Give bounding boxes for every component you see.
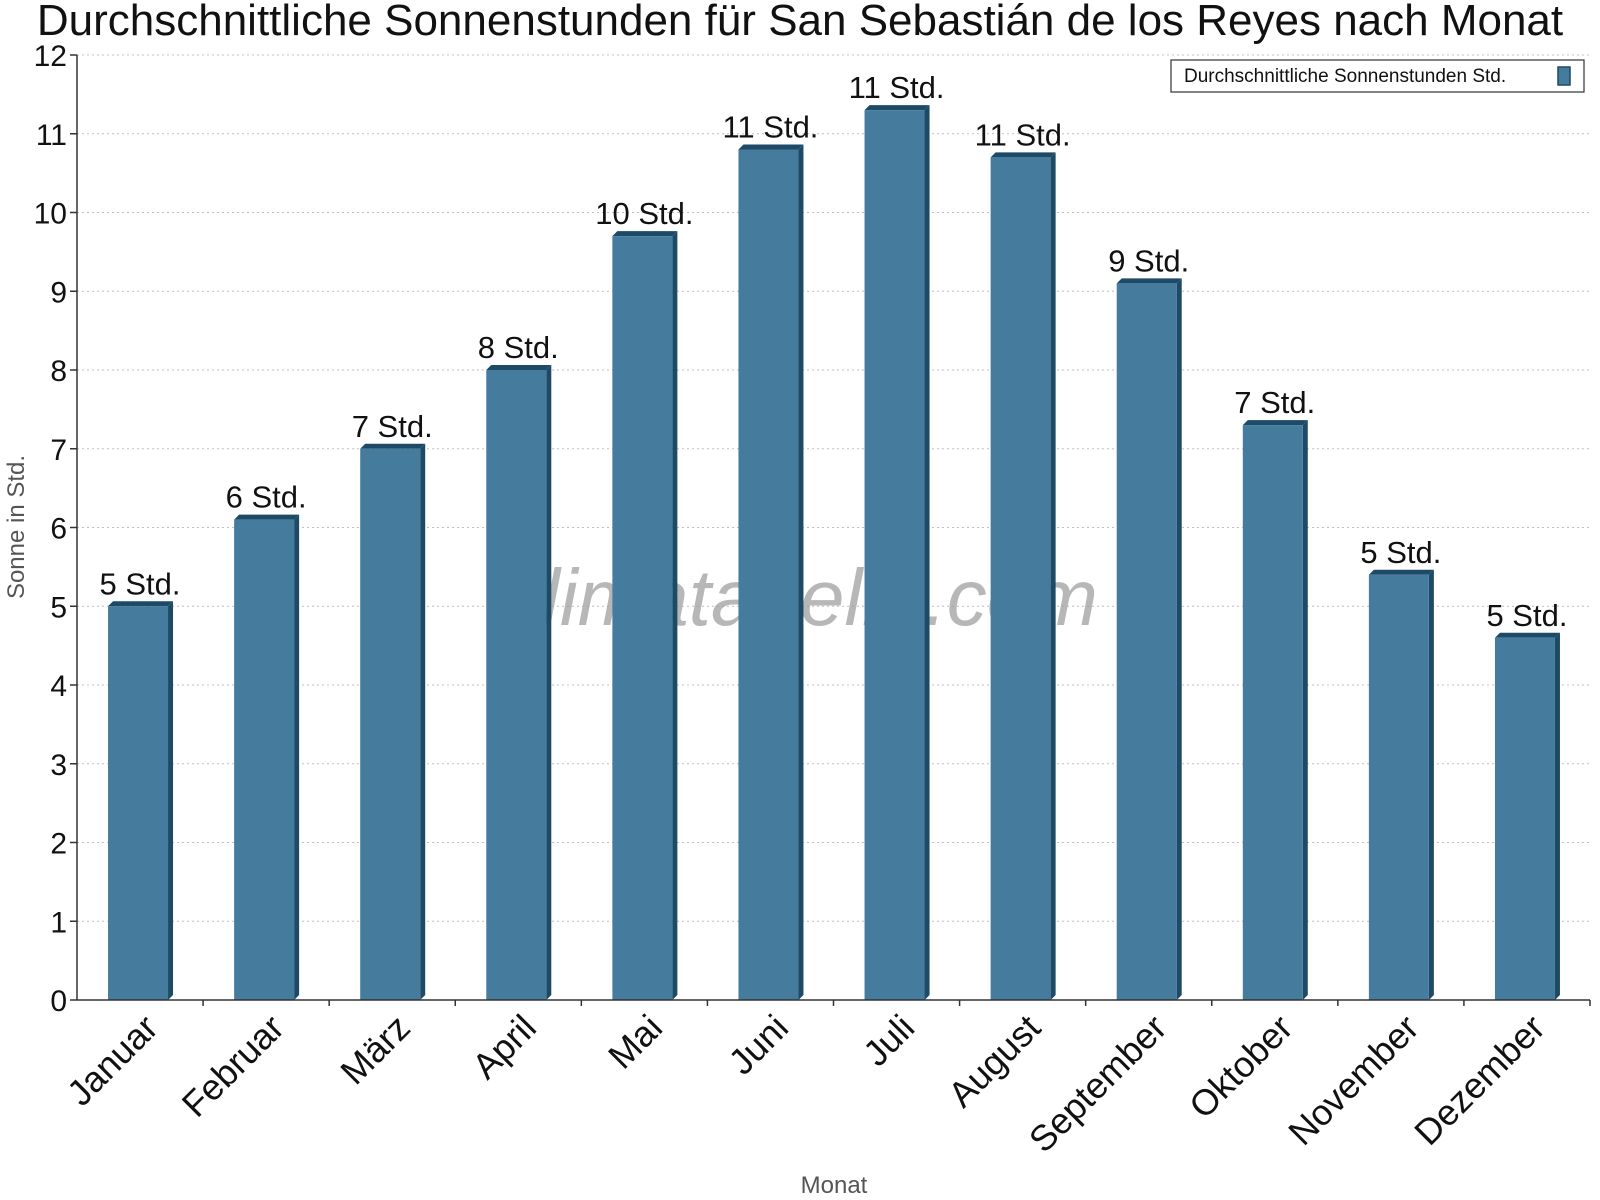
bar-side (924, 105, 930, 1000)
bar-side (1302, 420, 1308, 1000)
y-tick-label: 12 (34, 40, 67, 73)
data-label: 9 Std. (1108, 243, 1189, 278)
data-label: 5 Std. (1360, 535, 1441, 570)
bar-front (360, 448, 421, 1000)
y-tick-label: 4 (50, 670, 67, 703)
bar-front (234, 519, 295, 1000)
bar-side (798, 144, 804, 1000)
data-label: 8 Std. (478, 330, 559, 365)
bar-top (1368, 569, 1434, 575)
y-tick-label: 8 (50, 355, 67, 388)
bar-dezember (1494, 632, 1560, 1000)
x-tick-label: Dezember (1406, 1007, 1552, 1153)
x-tick-label: April (464, 1007, 544, 1087)
bar-side (168, 601, 174, 1000)
bar-front (1368, 574, 1429, 1000)
legend-label: Durchschnittliche Sonnenstunden Std. (1184, 66, 1506, 87)
data-label: 6 Std. (226, 480, 307, 515)
bar-side (1428, 569, 1434, 1000)
bar-januar (108, 601, 174, 1000)
y-tick-label: 6 (50, 513, 67, 546)
data-label: 11 Std. (849, 70, 945, 105)
data-labels: 5 Std. 6 Std. 7 Std. 8 Std. 10 Std. 11 Std. 11… (100, 70, 1568, 633)
bar-top (612, 231, 678, 237)
gridlines (77, 54, 1590, 922)
y-tick-label: 10 (34, 198, 67, 231)
bar-side (1554, 632, 1560, 1000)
chart-title: Durchschnittliche Sonnenstunden für San … (36, 0, 1564, 45)
bar-juli (864, 105, 930, 1000)
bar-top (1116, 278, 1182, 284)
x-tick-label: September (1021, 1007, 1175, 1161)
bar-juni (738, 144, 804, 1000)
bar-top (234, 514, 300, 520)
bar-top (108, 601, 174, 607)
bar-side (420, 443, 426, 1000)
bar-top (990, 152, 1056, 158)
bar-front (738, 149, 799, 1000)
bars (108, 105, 1560, 1000)
data-label: 10 Std. (595, 196, 693, 231)
x-tick-label: Mai (600, 1007, 670, 1077)
bar-front (990, 157, 1051, 1000)
x-tick-label: Oktober (1181, 1007, 1301, 1127)
bar-top (738, 144, 804, 150)
bar-top (1494, 632, 1560, 638)
bar-side (1050, 152, 1056, 1000)
bar-front (612, 236, 673, 1000)
bar-märz (360, 443, 426, 1000)
y-axis-title: Sonne in Std. (3, 455, 30, 599)
legend: Durchschnittliche Sonnenstunden Std. (1170, 59, 1585, 93)
x-tick-label: Juni (720, 1007, 796, 1083)
bar-august (990, 152, 1056, 1000)
legend-box (1170, 59, 1585, 93)
bar-front (108, 606, 169, 1000)
y-tick-label: 0 (50, 985, 67, 1018)
data-label: 11 Std. (722, 110, 818, 145)
y-tick-label: 2 (50, 828, 67, 861)
x-axis-title: Monat (801, 1172, 868, 1199)
legend-swatch (1557, 66, 1571, 86)
bar-front (1242, 425, 1303, 1000)
bar-front (1116, 283, 1177, 1000)
bar-side (294, 514, 300, 1000)
bar-mai (612, 231, 678, 1000)
y-tick-label: 3 (50, 749, 67, 782)
bar-april (486, 365, 552, 1000)
data-label: 7 Std. (352, 409, 433, 444)
bar-november (1368, 569, 1434, 1000)
data-label: 5 Std. (1486, 598, 1567, 633)
data-label: 5 Std. (100, 566, 181, 601)
bar-top (864, 105, 930, 111)
bar-front (486, 370, 547, 1000)
x-tick-label: Januar (59, 1007, 166, 1114)
bar-februar (234, 514, 300, 1000)
bar-top (1242, 420, 1308, 426)
data-label: 11 Std. (975, 117, 1071, 152)
bar-side (1176, 278, 1182, 1000)
bar-september (1116, 278, 1182, 1000)
y-tick-label: 1 (50, 906, 67, 939)
x-tick-label: Juli (855, 1007, 922, 1074)
x-tick-label: August (940, 1007, 1048, 1115)
y-tick-label: 7 (50, 434, 67, 467)
data-label: 7 Std. (1234, 385, 1315, 420)
bar-side (672, 231, 678, 1000)
bar-oktober (1242, 420, 1308, 1000)
y-tick-label: 9 (50, 276, 67, 309)
bar-front (1494, 637, 1555, 1000)
bar-top (360, 443, 426, 449)
x-categories: Januar Februar März April Mai Juni Juli AugustS… (59, 1000, 1591, 1161)
bar-front (864, 110, 925, 1000)
y-tick-label: 5 (50, 591, 67, 624)
x-tick-label: November (1280, 1007, 1426, 1153)
x-tick-label: Februar (174, 1007, 292, 1125)
y-tick-label: 11 (36, 119, 67, 152)
bar-side (546, 365, 552, 1000)
bar-top (486, 365, 552, 370)
x-tick-label: März (332, 1007, 418, 1093)
